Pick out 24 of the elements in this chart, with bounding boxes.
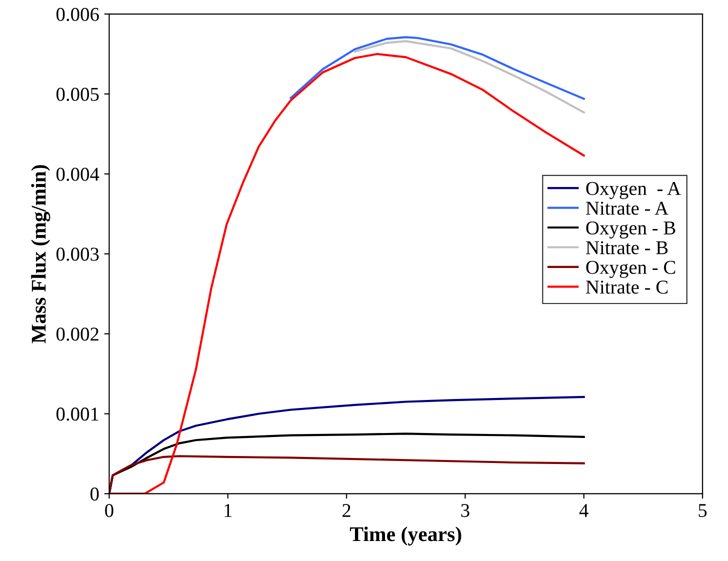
legend-label: Nitrate - B	[586, 241, 668, 254]
x-tick-label: 3	[461, 504, 470, 518]
y-tick-label: 0.003	[56, 248, 99, 261]
x-tick-label: 4	[579, 504, 588, 517]
legend-label: Oxygen - C	[586, 260, 676, 278]
y-tick-label: 0.005	[56, 88, 99, 101]
legend-label: Nitrate - C	[586, 280, 668, 294]
y-tick-label: 0.002	[56, 328, 98, 341]
x-axis-title: Time (years)	[350, 526, 462, 546]
x-tick-label: 5	[698, 504, 707, 518]
y-tick-label: 0.006	[56, 8, 99, 22]
y-tick-label: 0.004	[56, 168, 100, 181]
legend-label: Oxygen - A	[586, 182, 681, 200]
line-series	[109, 455, 585, 494]
x-tick-label: 1	[224, 504, 232, 517]
y-axis-title: Mass Flux (mg/min)	[31, 165, 50, 344]
y-tick-label: 0	[90, 487, 99, 501]
x-tick-label: 0	[105, 504, 114, 518]
y-tick-label: 0.001	[56, 408, 98, 421]
legend-label: Oxygen - B	[586, 221, 676, 239]
line-series	[354, 40, 585, 114]
line-series	[290, 36, 585, 100]
legend-label: Nitrate - A	[586, 202, 668, 215]
x-tick-label: 2	[342, 504, 350, 517]
